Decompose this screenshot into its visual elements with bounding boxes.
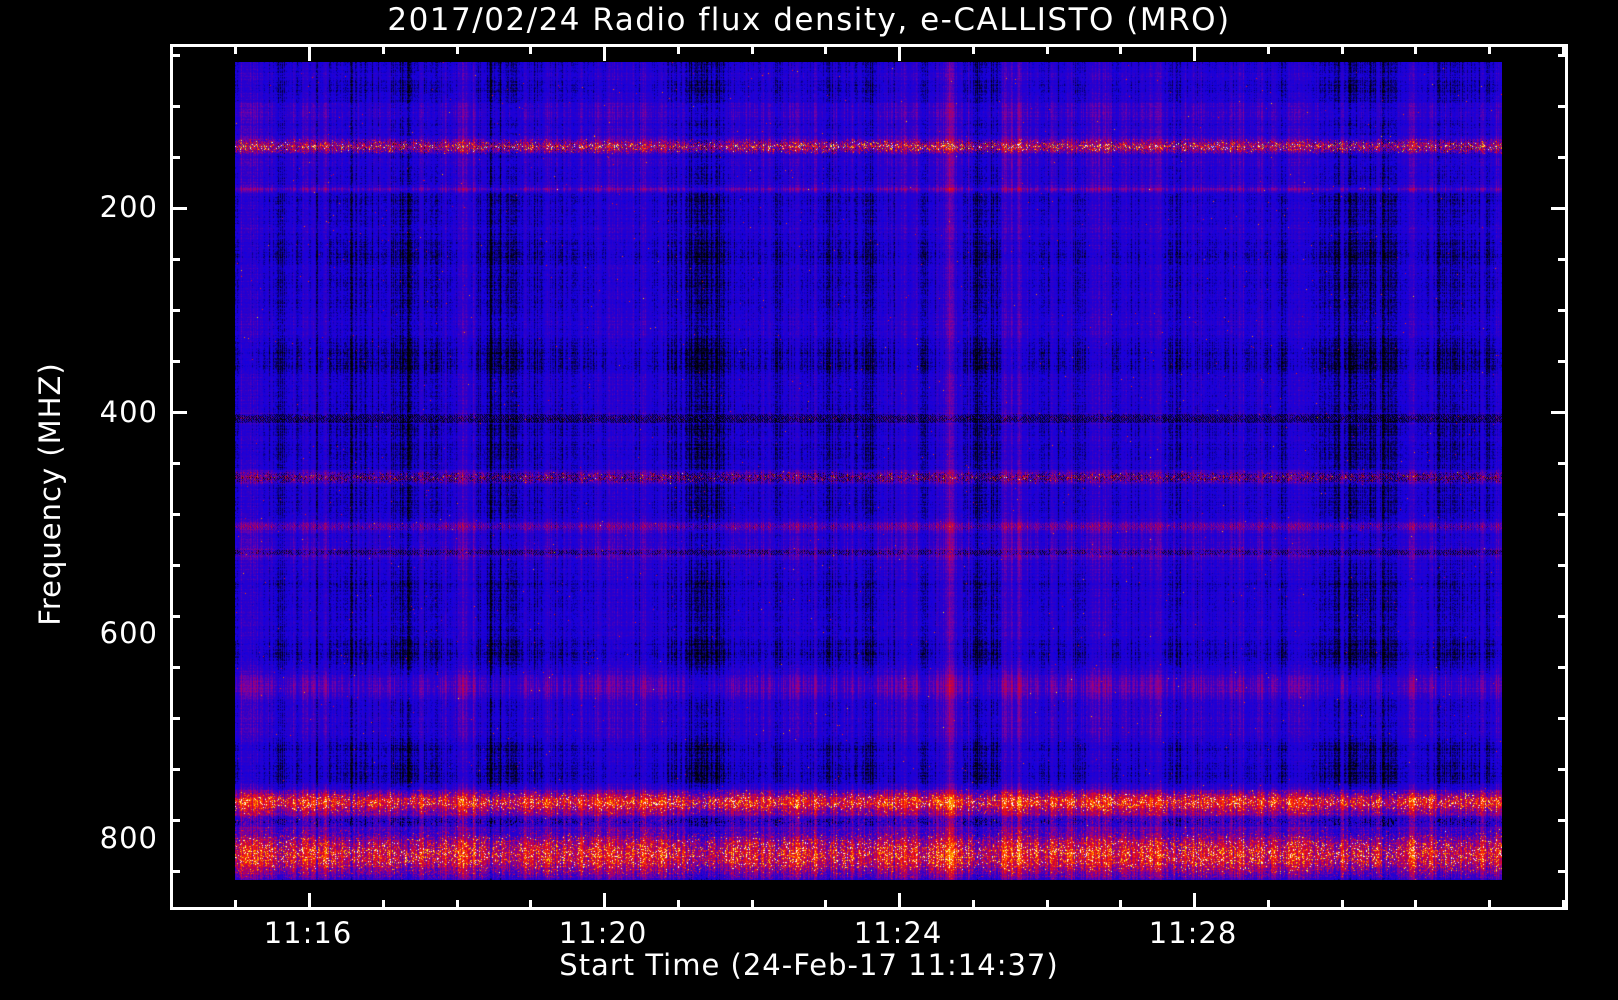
x-minor-tick-top [824,44,827,54]
x-major-tick [603,893,606,910]
x-minor-tick-top [1488,44,1491,54]
y-minor-tick-right [1558,666,1568,669]
x-major-tick [898,893,901,910]
x-tick-label: 11:28 [1148,916,1238,950]
y-major-tick-right [1551,207,1568,210]
y-minor-tick-right [1558,54,1568,57]
y-minor-tick [170,819,180,822]
x-minor-tick [1341,900,1344,910]
y-minor-tick-right [1558,105,1568,108]
y-tick-label: 800 [99,821,158,855]
x-minor-tick-top [382,44,385,54]
y-minor-tick-right [1558,768,1568,771]
x-minor-tick [1119,900,1122,910]
y-tick-label: 200 [99,190,158,224]
x-minor-tick-top [677,44,680,54]
x-minor-tick-top [1414,44,1417,54]
x-minor-tick [677,900,680,910]
x-minor-tick [751,900,754,910]
y-minor-tick-right [1558,258,1568,261]
y-minor-tick [170,54,180,57]
x-minor-tick-top [1046,44,1049,54]
x-minor-tick [1488,900,1491,910]
plot-frame [170,44,1568,910]
x-minor-tick [824,900,827,910]
y-major-tick [170,411,187,414]
x-minor-tick [456,900,459,910]
y-minor-tick [170,615,180,618]
y-minor-tick-right [1558,870,1568,873]
y-major-tick-right [1551,411,1568,414]
y-minor-tick-right [1558,309,1568,312]
y-minor-tick-right [1558,615,1568,618]
y-minor-tick [170,156,180,159]
x-minor-tick [1267,900,1270,910]
x-minor-tick [1414,900,1417,910]
x-tick-label: 11:16 [263,916,353,950]
x-minor-tick-top [751,44,754,54]
y-axis-title: Frequency (MHZ) [33,362,67,626]
x-minor-tick-top [1267,44,1270,54]
y-minor-tick [170,258,180,261]
y-minor-tick-right [1558,564,1568,567]
spectrogram-image [235,62,1502,880]
x-major-tick [1193,893,1196,910]
x-major-tick-top [308,44,311,61]
y-minor-tick [170,513,180,516]
y-minor-tick-right [1558,819,1568,822]
x-minor-tick-top [1119,44,1122,54]
y-tick-label: 400 [99,395,158,429]
x-minor-tick-top [1341,44,1344,54]
y-minor-tick-right [1558,717,1568,720]
x-major-tick [308,893,311,910]
x-minor-tick [1562,900,1565,910]
x-tick-label: 11:24 [853,916,943,950]
y-major-tick [170,207,187,210]
figure-title: 2017/02/24 Radio flux density, e-CALLIST… [387,2,1231,38]
x-minor-tick [1046,900,1049,910]
y-minor-tick-right [1558,513,1568,516]
y-minor-tick [170,768,180,771]
x-minor-tick-top [1562,44,1565,54]
x-axis-title: Start Time (24-Feb-17 11:14:37) [559,948,1059,982]
y-minor-tick [170,717,180,720]
x-minor-tick [234,900,237,910]
x-minor-tick-top [234,44,237,54]
x-minor-tick-top [972,44,975,54]
y-tick-label: 600 [99,616,158,650]
x-minor-tick [972,900,975,910]
x-major-tick-top [603,44,606,61]
x-tick-label: 11:20 [558,916,648,950]
y-minor-tick [170,870,180,873]
spectrogram-canvas [235,62,1502,880]
y-minor-tick [170,360,180,363]
y-minor-tick-right [1558,360,1568,363]
y-minor-tick [170,105,180,108]
x-major-tick-top [1193,44,1196,61]
y-minor-tick-right [1558,462,1568,465]
x-major-tick-top [898,44,901,61]
y-minor-tick [170,462,180,465]
x-minor-tick-top [456,44,459,54]
y-minor-tick [170,564,180,567]
x-minor-tick-top [529,44,532,54]
y-minor-tick-right [1558,156,1568,159]
y-minor-tick [170,309,180,312]
y-minor-tick [170,666,180,669]
x-minor-tick [529,900,532,910]
x-minor-tick [382,900,385,910]
